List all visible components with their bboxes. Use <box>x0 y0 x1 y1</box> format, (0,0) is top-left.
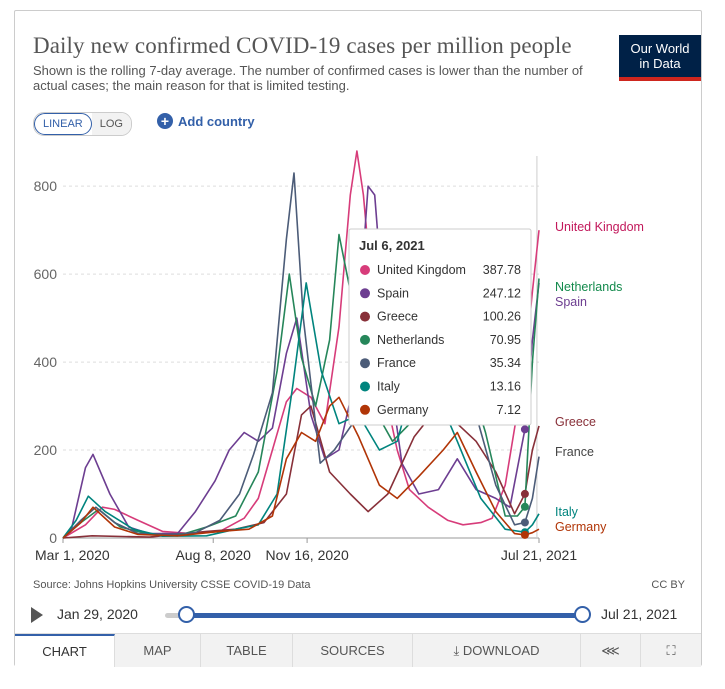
scale-toggle: LINEAR LOG <box>33 112 132 136</box>
tab-bar: CHART MAP TABLE SOURCES ⤓ DOWNLOAD ⋘ ⛶ <box>15 633 701 667</box>
source-text: Source: Johns Hopkins University CSSE CO… <box>33 579 311 591</box>
tooltip-swatch <box>360 265 370 275</box>
tooltip-row-name: United Kingdom <box>377 263 466 277</box>
tooltip-row-value: 387.78 <box>483 263 521 277</box>
series-label: Italy <box>555 505 579 519</box>
x-tick-label: Jul 21, 2021 <box>501 547 577 563</box>
x-tick-label: Mar 1, 2020 <box>35 547 110 563</box>
timeline: Jan 29, 2020 Jul 21, 2021 <box>15 601 701 631</box>
timeline-end-label: Jul 21, 2021 <box>601 606 678 622</box>
tab-download-label: DOWNLOAD <box>462 643 540 658</box>
tooltip-row-value: 100.26 <box>483 310 521 324</box>
license-link[interactable]: CC BY <box>651 579 685 591</box>
add-country-button[interactable]: + Add country <box>157 113 255 129</box>
chart-tooltip: Jul 6, 2021 United Kingdom 387.78 Spain 247.… <box>348 228 532 426</box>
chart-title: Daily new confirmed COVID-19 cases per m… <box>33 33 572 58</box>
y-tick-label: 200 <box>34 442 58 458</box>
series-label: Germany <box>555 520 607 534</box>
series-line <box>62 405 540 539</box>
log-scale-button[interactable]: LOG <box>91 113 131 135</box>
play-icon[interactable] <box>31 607 43 623</box>
logo-line-1: Our World <box>630 41 690 56</box>
tooltip-swatch <box>360 334 370 345</box>
series-line <box>62 396 540 539</box>
tooltip-row-value: 70.95 <box>490 333 521 347</box>
y-tick-label: 800 <box>34 178 58 194</box>
tab-map[interactable]: MAP <box>115 634 201 667</box>
series-label: Spain <box>555 295 587 309</box>
tooltip-date: Jul 6, 2021 <box>359 238 425 253</box>
chart-series <box>62 150 540 539</box>
tooltip-row-value: 13.16 <box>490 380 521 394</box>
tooltip-row-value: 35.34 <box>490 356 521 370</box>
series-label: France <box>555 445 594 459</box>
tab-download[interactable]: ⤓ DOWNLOAD <box>413 634 581 667</box>
series-line <box>62 282 540 539</box>
download-icon: ⤓ <box>453 643 460 658</box>
y-tick-label: 600 <box>34 266 58 282</box>
line-chart: 0 200 400 600 800 Mar 1, 2020 Aug 8, 2020 Nov 1… <box>34 150 644 563</box>
tab-sources[interactable]: SOURCES <box>293 634 413 667</box>
tooltip-swatch <box>360 311 370 322</box>
plus-icon: + <box>157 113 173 129</box>
series-marker <box>520 425 529 434</box>
series-label: United Kingdom <box>555 220 644 234</box>
x-tick-label: Aug 8, 2020 <box>175 547 251 563</box>
tooltip-swatch <box>360 404 370 415</box>
timeline-end-handle[interactable] <box>574 606 591 623</box>
tooltip-swatch <box>360 358 370 369</box>
fullscreen-icon[interactable]: ⛶ <box>666 643 676 658</box>
series-marker <box>520 502 529 511</box>
timeline-start-handle[interactable] <box>178 606 195 623</box>
tooltip-row-value: 7.12 <box>497 403 521 417</box>
tab-table[interactable]: TABLE <box>201 634 293 667</box>
tooltip-box <box>348 228 532 426</box>
tooltip-swatch <box>360 288 370 299</box>
logo-accent-bar <box>619 77 701 81</box>
timeline-track-selected[interactable] <box>187 613 583 618</box>
tooltip-swatch <box>360 381 370 392</box>
owid-logo[interactable]: Our World in Data <box>619 35 701 81</box>
timeline-start-label: Jan 29, 2020 <box>57 606 138 622</box>
tooltip-row-name: France <box>377 356 416 370</box>
timeline-track-left[interactable] <box>165 613 185 618</box>
linear-scale-button[interactable]: LINEAR <box>34 113 92 135</box>
series-marker <box>520 489 529 498</box>
series-label: Netherlands <box>555 280 622 294</box>
series-label: Greece <box>555 415 596 429</box>
tooltip-row-value: 247.12 <box>483 286 521 300</box>
tooltip-row-name: Netherlands <box>377 333 444 347</box>
tab-chart[interactable]: CHART <box>15 634 115 667</box>
tooltip-row-name: Germany <box>377 403 429 417</box>
series-labels: United Kingdom Spain Greece Netherlands Fran… <box>555 220 644 534</box>
tooltip-row-name: Italy <box>377 380 401 394</box>
tooltip-row-name: Greece <box>377 310 418 324</box>
y-tick-label: 0 <box>49 530 57 546</box>
x-tick-label: Nov 16, 2020 <box>265 547 348 563</box>
tooltip-row-name: Spain <box>377 286 409 300</box>
share-icon[interactable]: ⋘ <box>581 634 641 667</box>
chart-subtitle: Shown is the rolling 7-day average. The … <box>33 63 583 93</box>
add-country-label: Add country <box>178 113 255 129</box>
y-tick-label: 400 <box>34 354 58 370</box>
logo-line-2: in Data <box>639 56 681 71</box>
chart-frame: Daily new confirmed COVID-19 cases per m… <box>14 10 702 667</box>
series-marker <box>520 518 529 527</box>
series-line <box>62 150 540 539</box>
series-marker <box>520 530 529 539</box>
